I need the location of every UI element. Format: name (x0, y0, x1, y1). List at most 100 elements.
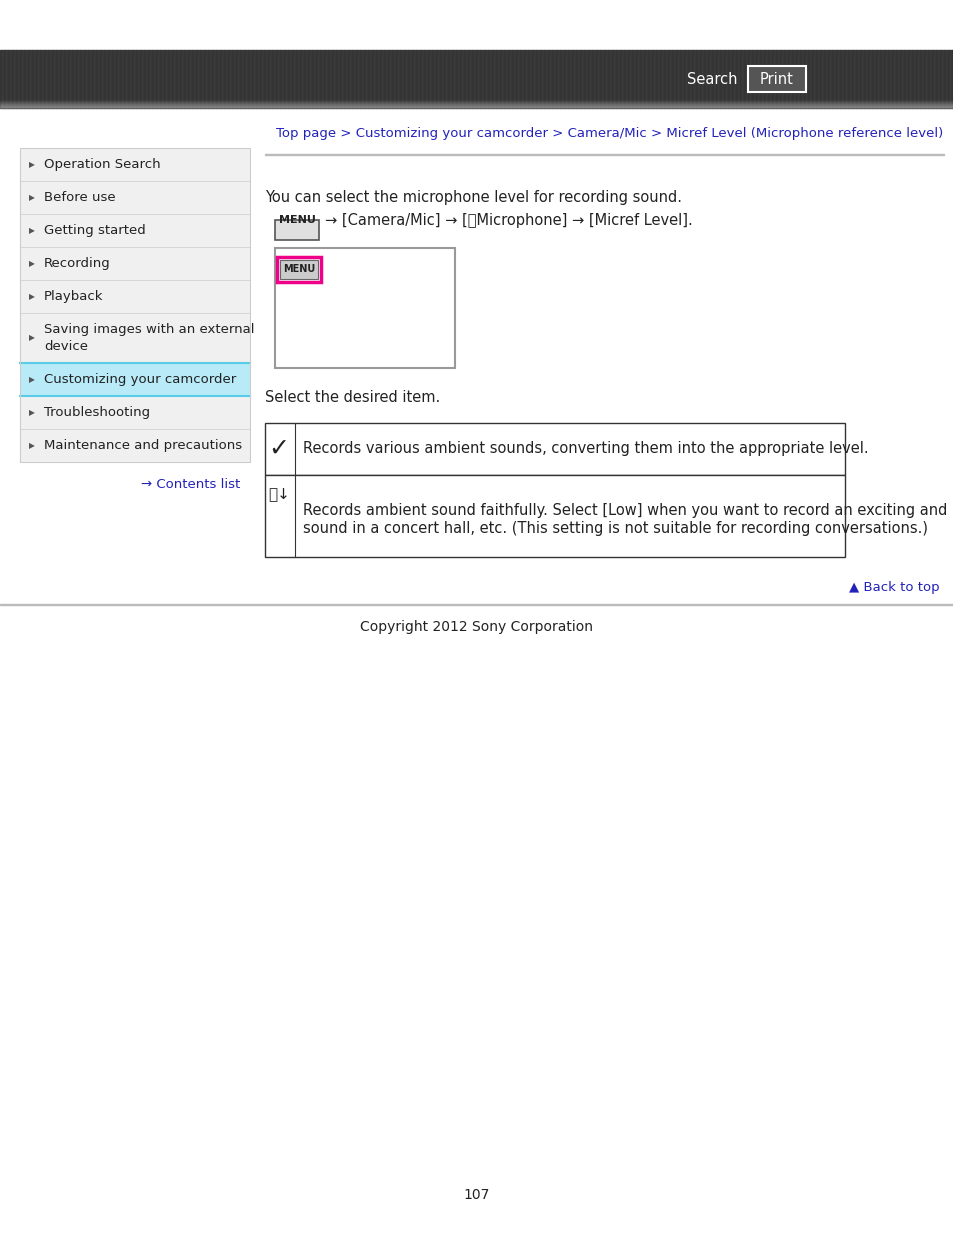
Bar (654, 49, 656, 107)
Bar (787, 49, 789, 107)
Bar (867, 49, 869, 107)
Bar (255, 49, 257, 107)
Bar (332, 49, 334, 107)
Bar (394, 49, 395, 107)
Text: sound in a concert hall, etc. (This setting is not suitable for recording conver: sound in a concert hall, etc. (This sett… (303, 521, 927, 536)
Bar (330, 49, 332, 107)
Bar (525, 49, 527, 107)
Bar (530, 49, 532, 107)
Bar (827, 49, 829, 107)
Bar (38, 49, 40, 107)
Text: ✓: ✓ (268, 437, 289, 461)
Bar (253, 49, 255, 107)
Bar (439, 49, 441, 107)
Bar (585, 49, 587, 107)
Bar (36, 49, 38, 107)
Bar (302, 49, 304, 107)
Bar (581, 49, 583, 107)
Bar (355, 49, 357, 107)
Bar (113, 49, 116, 107)
Bar (510, 49, 512, 107)
Bar (887, 49, 889, 107)
Bar (909, 49, 911, 107)
Bar (182, 49, 184, 107)
Bar (252, 49, 253, 107)
Bar (118, 49, 120, 107)
Bar (627, 49, 629, 107)
Bar (226, 49, 228, 107)
Bar (276, 257, 320, 282)
Text: Records various ambient sounds, converting them into the appropriate level.: Records various ambient sounds, converti… (303, 441, 868, 457)
Bar (230, 49, 232, 107)
Bar (410, 49, 412, 107)
Bar (851, 49, 853, 107)
Text: Select the desired item.: Select the desired item. (265, 390, 439, 405)
Bar (277, 49, 280, 107)
Bar (200, 49, 202, 107)
Bar (676, 49, 678, 107)
Bar (857, 49, 859, 107)
Bar (452, 49, 454, 107)
Bar (180, 49, 182, 107)
Bar (237, 49, 240, 107)
Bar (769, 49, 771, 107)
Bar (368, 49, 370, 107)
Bar (399, 49, 401, 107)
Bar (659, 49, 661, 107)
Bar (763, 49, 765, 107)
Bar (541, 49, 543, 107)
Bar (64, 49, 66, 107)
Bar (691, 49, 693, 107)
Bar (423, 49, 426, 107)
Bar (408, 49, 410, 107)
Bar (865, 49, 867, 107)
Text: Before use: Before use (44, 191, 115, 204)
Bar (70, 49, 71, 107)
Bar (136, 49, 138, 107)
Bar (156, 49, 158, 107)
Bar (747, 49, 749, 107)
Bar (698, 49, 700, 107)
Bar (390, 49, 392, 107)
Bar (416, 49, 417, 107)
Bar (341, 49, 344, 107)
Bar (801, 49, 803, 107)
Bar (935, 49, 937, 107)
Bar (461, 49, 463, 107)
Bar (463, 49, 465, 107)
Bar (579, 49, 581, 107)
Bar (250, 49, 252, 107)
Bar (86, 49, 88, 107)
Bar (516, 49, 517, 107)
Bar (392, 49, 394, 107)
Bar (607, 49, 609, 107)
Bar (589, 49, 592, 107)
Bar (290, 49, 292, 107)
Text: Top page > Customizing your camcorder > Camera/Mic > Micref Level (Microphone re: Top page > Customizing your camcorder > … (275, 126, 943, 140)
Bar (490, 49, 492, 107)
Bar (755, 49, 758, 107)
Text: ▲ Back to top: ▲ Back to top (848, 580, 939, 594)
Bar (915, 49, 917, 107)
Bar (711, 49, 713, 107)
Bar (257, 49, 260, 107)
Bar (472, 49, 474, 107)
Bar (521, 49, 523, 107)
Bar (536, 49, 537, 107)
Bar (649, 49, 651, 107)
Bar (100, 49, 102, 107)
Bar (352, 49, 354, 107)
Bar (317, 49, 319, 107)
Bar (339, 49, 341, 107)
Bar (907, 49, 909, 107)
Bar (751, 49, 753, 107)
Bar (647, 49, 649, 107)
Bar (474, 49, 476, 107)
Text: Saving images with an external: Saving images with an external (44, 324, 254, 336)
Bar (592, 49, 594, 107)
Bar (314, 49, 315, 107)
Bar (10, 49, 12, 107)
Text: 107: 107 (463, 1188, 490, 1202)
Text: Playback: Playback (44, 290, 103, 303)
Bar (492, 49, 494, 107)
